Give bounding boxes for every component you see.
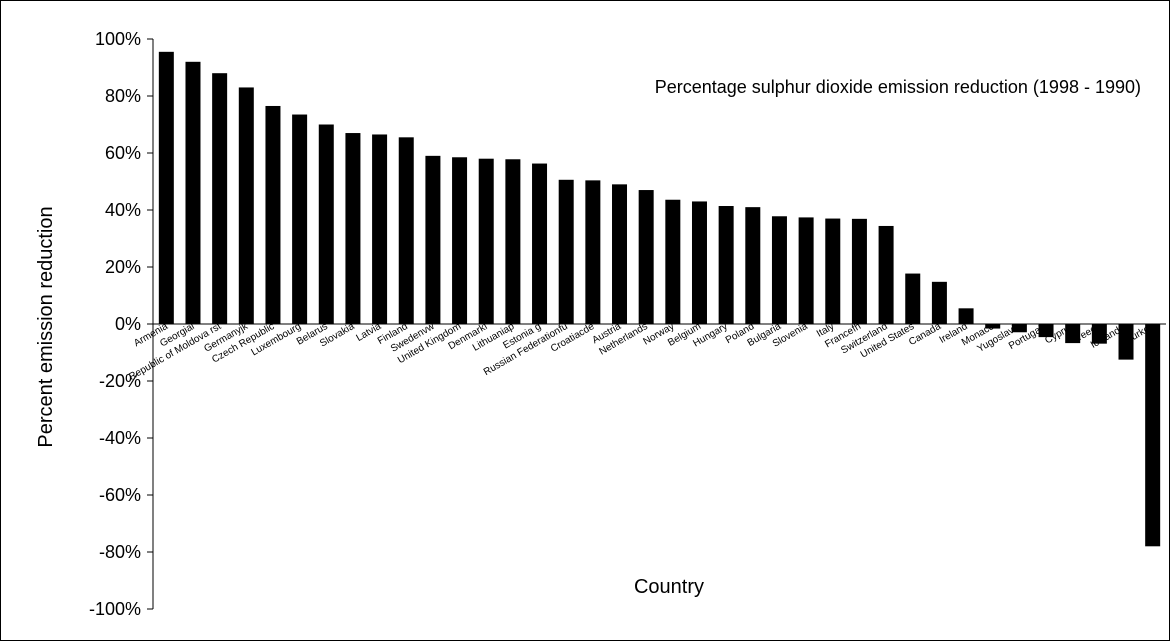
bar	[478, 158, 494, 324]
bar	[212, 73, 228, 324]
bar	[532, 163, 548, 324]
bar	[638, 190, 654, 324]
bar	[931, 281, 947, 324]
bar	[691, 201, 707, 324]
y-tick-label: -60%	[99, 485, 141, 505]
bar	[985, 324, 1001, 329]
bar	[851, 218, 867, 324]
plot-area: 100%80%60%40%20%0%-20%-40%-60%-80%-100% …	[89, 29, 1166, 619]
bar	[345, 133, 361, 324]
bar	[718, 206, 734, 324]
bar	[878, 225, 894, 324]
bar	[612, 184, 628, 324]
y-tick-label: 0%	[115, 314, 141, 334]
y-tick-label: 100%	[95, 29, 141, 49]
x-axis-title: Country	[634, 576, 704, 598]
bar	[265, 105, 281, 324]
bar	[771, 216, 787, 324]
y-ticks: 100% 80% 60% 40% 20% 0% -20% -40% -60% -80% -100%	[89, 29, 153, 619]
bar	[558, 179, 574, 324]
bars	[158, 51, 1161, 547]
y-axis-title: Percent emission reduction	[35, 206, 57, 447]
bar	[1011, 324, 1027, 333]
bar	[665, 199, 681, 324]
bar	[158, 51, 174, 324]
bar	[318, 124, 334, 324]
bar	[425, 155, 441, 324]
bar	[185, 61, 201, 325]
bar	[958, 308, 974, 324]
y-tick-label: 20%	[105, 257, 141, 277]
y-tick-label: 40%	[105, 200, 141, 220]
y-tick-label: -40%	[99, 428, 141, 448]
bar	[1065, 324, 1081, 344]
chart-title: Percentage sulphur dioxide emission redu…	[655, 77, 1141, 97]
bar	[292, 114, 308, 325]
bar	[905, 273, 921, 324]
y-tick-label: -80%	[99, 542, 141, 562]
bar	[825, 218, 841, 324]
y-tick-label: 60%	[105, 143, 141, 163]
y-tick-label: -100%	[89, 599, 141, 619]
bar	[372, 134, 388, 324]
bar	[798, 217, 814, 324]
bar	[505, 159, 521, 324]
y-tick-label: 80%	[105, 86, 141, 106]
bar	[1038, 324, 1054, 338]
bar	[745, 207, 761, 324]
bar	[1145, 324, 1161, 547]
bar	[585, 180, 601, 324]
bar	[1091, 324, 1107, 344]
bar	[238, 87, 254, 324]
bar	[1118, 324, 1134, 360]
bar	[452, 157, 468, 324]
y-tick-label: -20%	[99, 371, 141, 391]
bar	[398, 137, 414, 324]
